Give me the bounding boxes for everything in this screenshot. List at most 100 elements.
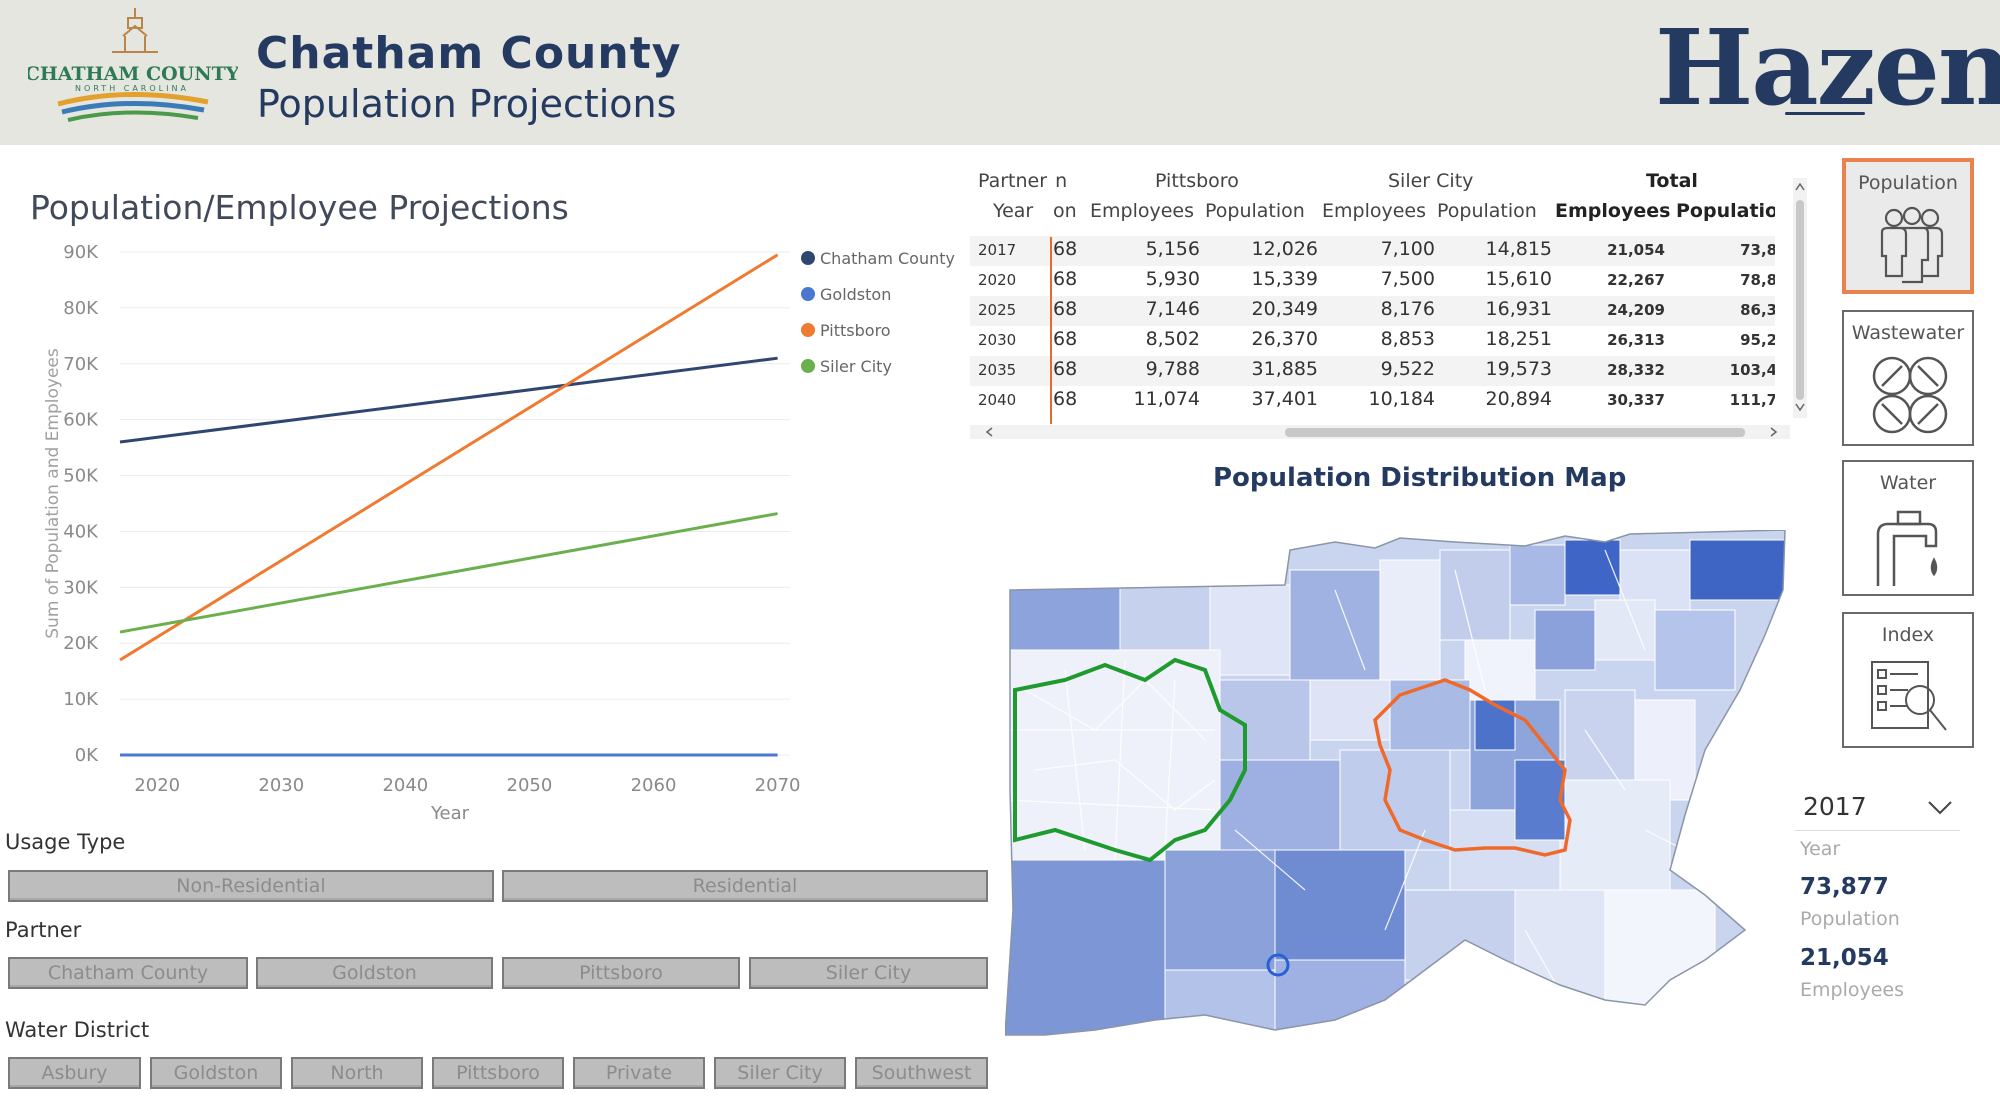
partner-goldston-button[interactable]: Goldston: [256, 957, 493, 989]
nav-index-label: Index: [1881, 624, 1935, 646]
series-line-siler-city: [119, 512, 778, 634]
hazen-logo-underline: [1785, 112, 1865, 115]
district-north-button[interactable]: North: [291, 1057, 423, 1089]
employees-kpi-label: Employees: [1800, 979, 1904, 1001]
nav-index-button[interactable]: Index: [1842, 612, 1974, 748]
pittsboro-boundary[interactable]: [1373, 678, 1572, 857]
x-tick-label: 2070: [755, 775, 801, 796]
table-cell-pe: 5,930: [1145, 268, 1200, 290]
table-cell-pe: 7,146: [1145, 298, 1200, 320]
logo-subtext: NORTH CAROLINA: [75, 84, 189, 93]
y-tick-label: 20K: [63, 633, 99, 654]
legend-label: Pittsboro: [820, 321, 891, 340]
nav-wastewater-button[interactable]: Wastewater: [1842, 310, 1974, 446]
table-cell-pe: 5,156: [1145, 238, 1200, 260]
table-cell-pp: 20,349: [1251, 298, 1318, 320]
district-private-button[interactable]: Private: [573, 1057, 705, 1089]
district-southwest-button[interactable]: Southwest: [855, 1057, 988, 1089]
table-cell-sp: 20,894: [1485, 388, 1552, 410]
table-row[interactable]: [970, 386, 1775, 416]
table-cell-sp: 16,931: [1485, 298, 1552, 320]
district-siler-city-button[interactable]: Siler City: [714, 1057, 846, 1089]
table-cell-te: 30,337: [1607, 391, 1665, 409]
district-asbury-button[interactable]: Asbury: [8, 1057, 141, 1089]
table-horizontal-scroll-thumb[interactable]: [1285, 428, 1745, 437]
table-cell-pe: 11,074: [1133, 388, 1200, 410]
population-distribution-map[interactable]: [1005, 530, 1805, 1090]
chevron-down-icon: [1928, 801, 1952, 815]
year-dropdown[interactable]: 2017: [1795, 778, 1960, 831]
table-cell-se: 8,853: [1380, 328, 1435, 350]
table-cell-pp: 26,370: [1251, 328, 1318, 350]
usage-non-residential-button[interactable]: Non-Residential: [8, 870, 494, 902]
checklist-search-icon: [1871, 661, 1947, 731]
usage-type-label: Usage Type: [5, 830, 126, 854]
table-row[interactable]: [970, 326, 1775, 356]
y-axis-title: Sum of Population and Employees: [43, 348, 63, 639]
district-goldston-button[interactable]: Goldston: [150, 1057, 282, 1089]
header-bar: CHATHAM COUNTY NORTH CAROLINA Chatham Co…: [0, 0, 2000, 145]
table-cell-sp: 14,815: [1485, 238, 1552, 260]
table-row[interactable]: [970, 296, 1775, 326]
y-tick-label: 40K: [63, 521, 99, 542]
x-tick-label: 2020: [134, 775, 180, 796]
scroll-left-arrow-icon[interactable]: [985, 427, 995, 437]
y-tick-label: 50K: [63, 466, 99, 487]
table-row[interactable]: [970, 236, 1775, 266]
wastewater-pipes-icon: [1872, 356, 1948, 434]
y-tick-label: 10K: [63, 689, 99, 710]
partner-label: Partner: [5, 918, 82, 942]
x-tick-label: 2050: [507, 775, 553, 796]
table-cell-sp: 15,610: [1485, 268, 1552, 290]
table-vertical-scrollbar[interactable]: [1793, 178, 1807, 418]
table-header-cut: on: [1053, 200, 1077, 222]
projection-line-chart: 0K 10K 20K 30K 40K 50K 60K 70K 80K 90K 2020 2030 204…: [43, 242, 955, 820]
table-cell-cut: 68: [1053, 388, 1078, 410]
table-cell-pp: 37,401: [1251, 388, 1318, 410]
goldston-marker[interactable]: [1266, 953, 1290, 977]
employees-kpi-value: 21,054: [1800, 945, 1889, 971]
table-cell-se: 7,500: [1380, 268, 1435, 290]
projection-table[interactable]: Partner n Year on Pittsboro Siler City To…: [970, 160, 1775, 445]
table-cell-year: 2030: [978, 331, 1017, 349]
partner-chatham-county-button[interactable]: Chatham County: [8, 957, 248, 989]
table-cell-year: 2025: [978, 301, 1017, 319]
table-cell-pe: 8,502: [1145, 328, 1200, 350]
table-cell-se: 10,184: [1368, 388, 1435, 410]
partner-pittsboro-button[interactable]: Pittsboro: [502, 957, 740, 989]
siler-city-boundary[interactable]: [1013, 657, 1247, 863]
table-cell-te: 24,209: [1607, 301, 1665, 319]
table-cell-year: 2040: [978, 391, 1017, 409]
series-line-pittsboro: [119, 253, 779, 662]
series-line-chatham-county: [119, 356, 778, 444]
partner-siler-city-button[interactable]: Siler City: [749, 957, 988, 989]
nav-population-button[interactable]: Population: [1842, 158, 1974, 294]
x-tick-label: 2040: [382, 775, 428, 796]
district-pittsboro-button[interactable]: Pittsboro: [432, 1057, 564, 1089]
scroll-right-arrow-icon[interactable]: [1768, 427, 1778, 437]
table-cell-tp: 73,877: [1740, 241, 1775, 259]
usage-residential-button[interactable]: Residential: [502, 870, 988, 902]
table-header-pittsboro-population: Population: [1205, 200, 1305, 222]
table-cell-se: 8,176: [1380, 298, 1435, 320]
table-cell-tp: 78,816: [1740, 271, 1775, 289]
table-cell-year: 2017: [978, 241, 1017, 259]
nav-water-button[interactable]: Water: [1842, 460, 1974, 596]
table-header-total-employees: Employees: [1555, 200, 1671, 222]
table-row[interactable]: [970, 356, 1775, 386]
table-cell-te: 21,054: [1607, 241, 1665, 259]
table-row[interactable]: [970, 266, 1775, 296]
table-group-siler-city: Siler City: [1388, 170, 1474, 192]
y-tick-label: 80K: [63, 298, 99, 319]
table-cell-se: 9,522: [1380, 358, 1435, 380]
table-cell-pe: 9,788: [1145, 358, 1200, 380]
chatham-county-logo: CHATHAM COUNTY NORTH CAROLINA: [28, 8, 238, 122]
table-cell-tp: 103,485: [1729, 361, 1775, 379]
legend-marker-goldston: [801, 287, 815, 301]
table-cell-pp: 15,339: [1251, 268, 1318, 290]
water-faucet-icon: [1876, 510, 1938, 586]
table-cell-tp: 95,261: [1740, 331, 1775, 349]
table-cell-cut: 68: [1053, 268, 1078, 290]
table-cell-sp: 19,573: [1485, 358, 1552, 380]
table-cell-cut: 68: [1053, 358, 1078, 380]
